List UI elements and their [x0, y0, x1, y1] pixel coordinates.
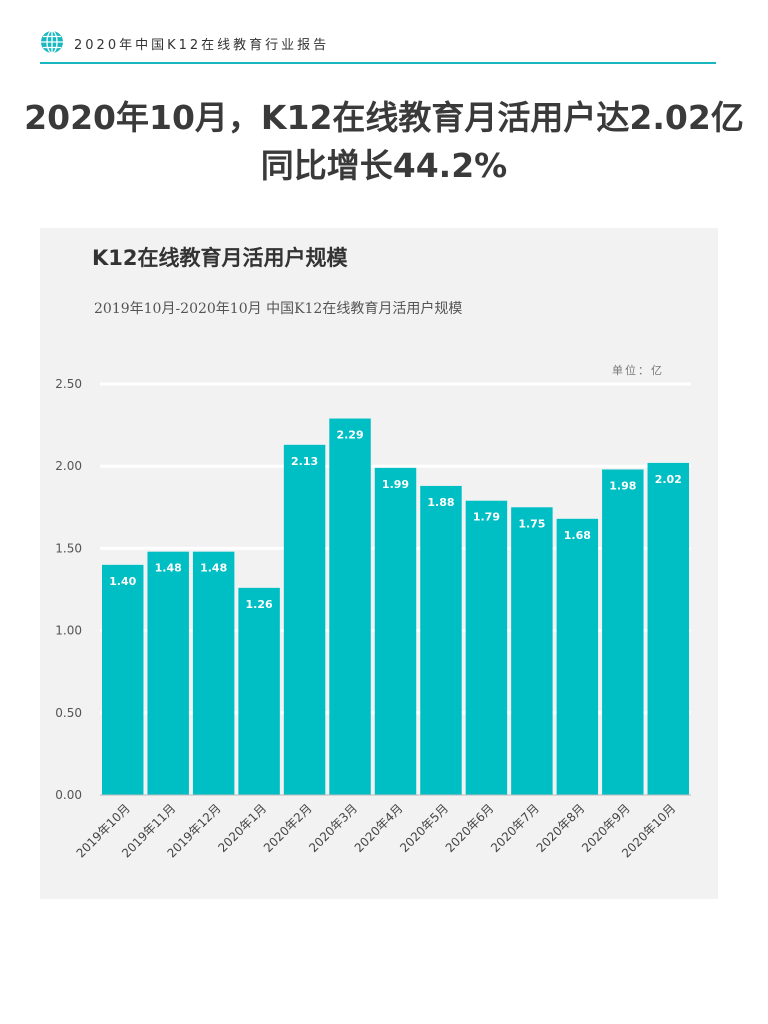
x-tick-label: 2020年3月 — [306, 801, 360, 855]
x-tick-label: 2020年5月 — [397, 801, 451, 855]
x-tick-label: 2020年7月 — [488, 801, 542, 855]
headline-line-2: 同比增长44.2% — [260, 146, 508, 185]
header-divider — [40, 62, 716, 64]
bar-value-label: 1.40 — [109, 575, 136, 588]
bar-value-label: 2.13 — [291, 455, 318, 468]
y-tick-label: 1.50 — [55, 541, 82, 555]
x-tick-label: 2020年4月 — [352, 801, 406, 855]
bar — [192, 551, 235, 795]
bar — [420, 485, 462, 795]
y-tick-label: 0.00 — [55, 788, 82, 802]
bar-value-label: 1.68 — [564, 529, 591, 542]
bar — [556, 518, 599, 795]
bar — [602, 469, 644, 795]
bar — [329, 418, 371, 795]
bar — [102, 564, 144, 795]
bar — [465, 500, 508, 795]
unit-label: 单位：亿 — [612, 364, 664, 377]
bar-value-label: 1.98 — [609, 479, 636, 492]
bar-value-label: 1.48 — [155, 562, 182, 575]
y-tick-label: 2.00 — [55, 459, 82, 473]
bar — [511, 507, 553, 795]
bar — [147, 551, 189, 795]
bar — [647, 462, 689, 795]
bar-value-label: 1.88 — [427, 496, 454, 509]
bar-chart: 0.000.501.001.502.002.501.402019年10月1.48… — [55, 377, 691, 860]
bar-value-label: 1.79 — [473, 511, 500, 524]
page-headline: 2020年10月，K12在线教育月活用户达2.02亿 同比增长44.2% — [0, 94, 768, 190]
bar — [374, 467, 417, 795]
globe-icon — [41, 30, 63, 54]
bar-value-label: 1.99 — [382, 478, 409, 491]
bar-value-label: 1.26 — [246, 598, 273, 611]
y-tick-label: 1.00 — [55, 624, 82, 638]
bar-value-label: 2.02 — [655, 473, 682, 486]
chart-title: K12在线教育月活用户规模 — [92, 246, 348, 270]
bar — [283, 444, 326, 795]
y-tick-label: 0.50 — [55, 706, 82, 720]
report-header: 2020年中国K12在线教育行业报告 — [40, 30, 716, 64]
bar-value-label: 2.29 — [336, 429, 363, 442]
y-tick-label: 2.50 — [55, 377, 82, 391]
x-tick-label: 2020年8月 — [534, 801, 588, 855]
x-tick-label: 2020年1月 — [215, 801, 269, 855]
headline-line-1: 2020年10月，K12在线教育月活用户达2.02亿 — [24, 98, 744, 137]
x-tick-label: 2020年2月 — [261, 801, 315, 855]
x-tick-label: 2020年6月 — [443, 801, 497, 855]
chart-subtitle: 2019年10月-2020年10月 中国K12在线教育月活用户规模 — [94, 301, 463, 317]
bar-value-label: 1.75 — [518, 517, 545, 530]
bar — [238, 587, 280, 795]
bar-value-label: 1.48 — [200, 562, 227, 575]
report-name: 2020年中国K12在线教育行业报告 — [74, 38, 330, 53]
